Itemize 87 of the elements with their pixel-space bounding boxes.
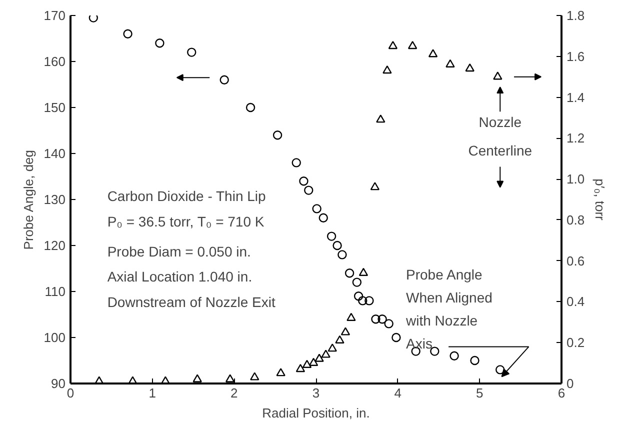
- y2-tick-label: 0.4: [566, 294, 585, 310]
- y2-tick-label: 0: [566, 376, 574, 391]
- point: [470, 356, 480, 366]
- point: [338, 250, 347, 260]
- x-tick-label: 4: [394, 386, 402, 400]
- point: [187, 48, 196, 57]
- point: [314, 354, 324, 362]
- point: [292, 158, 301, 168]
- point: [88, 16, 98, 22]
- y2-tick-label: 0.6: [566, 253, 585, 268]
- point: [318, 213, 328, 222]
- annotation: P₀ = 36.5 torr, T₀ = 710 K: [107, 213, 265, 230]
- point: [250, 372, 260, 380]
- point: [192, 374, 202, 382]
- y2-tick-label: 1.6: [566, 48, 585, 64]
- annotation: Nozzle Centerline: [468, 114, 532, 159]
- point: [302, 360, 312, 368]
- y2-tick-label: 1.4: [566, 90, 585, 105]
- point: [358, 268, 368, 276]
- x-tick-label: 1: [148, 386, 156, 400]
- point: [332, 240, 342, 250]
- y-tick-label: 120: [44, 238, 66, 253]
- point: [123, 29, 132, 38]
- point: [378, 314, 387, 324]
- point: [376, 114, 386, 123]
- x-tick-label: 6: [558, 386, 566, 400]
- point: [430, 346, 440, 356]
- point: [382, 65, 392, 74]
- x-tick-label: 5: [476, 386, 484, 400]
- point: [299, 176, 308, 186]
- y2-tick-label: 1.8: [566, 8, 585, 23]
- annotation: Probe Angle When Aligned with Nozzle Axis: [405, 266, 492, 352]
- point: [392, 332, 401, 342]
- y-axis-title: Probe Angle, deg: [20, 150, 36, 250]
- point: [225, 374, 235, 382]
- y-tick-label: 150: [44, 100, 66, 115]
- point: [465, 63, 474, 72]
- x-tick-label: 2: [230, 386, 238, 400]
- annotation: Carbon Dioxide - Thin Lip: [107, 188, 266, 204]
- point: [358, 296, 368, 306]
- point: [246, 102, 256, 112]
- point: [321, 350, 330, 358]
- point: [370, 182, 380, 190]
- x-axis-title: Radial Position, in.: [262, 406, 370, 420]
- point: [326, 232, 336, 241]
- point: [364, 296, 374, 306]
- point: [371, 314, 380, 324]
- point: [388, 40, 398, 50]
- point: [446, 59, 455, 68]
- point: [296, 364, 306, 372]
- y-tick-label: 110: [44, 284, 66, 299]
- x-tick-label: 0: [66, 386, 74, 400]
- point: [304, 186, 314, 195]
- y2-tick-label: 1.2: [566, 130, 585, 146]
- point: [428, 49, 438, 58]
- point: [220, 75, 229, 84]
- point: [450, 351, 459, 360]
- point: [328, 344, 337, 352]
- point: [493, 72, 502, 80]
- point: [354, 292, 364, 301]
- y-tick-label: 170: [44, 8, 66, 23]
- y2-axis-title: p′₀, torr: [592, 178, 608, 222]
- point: [276, 368, 286, 376]
- y2-tick-label: 1.0: [566, 172, 585, 187]
- annotation: Probe Diam = 0.050 in.: [107, 243, 251, 260]
- point: [344, 268, 354, 278]
- y2-tick-label: 0.8: [566, 212, 585, 228]
- y2-tick-label: 0.2: [566, 335, 585, 350]
- annotation: Axial Location 1.040 in.: [107, 268, 252, 285]
- point: [340, 327, 350, 336]
- point: [346, 312, 356, 321]
- y-tick-label: 140: [44, 146, 66, 161]
- point: [408, 40, 418, 50]
- x-tick-label: 3: [312, 386, 320, 400]
- point: [272, 130, 282, 140]
- point: [308, 358, 318, 366]
- point: [384, 319, 394, 328]
- y-tick-label: 100: [44, 330, 66, 345]
- point: [312, 204, 322, 214]
- point: [155, 38, 164, 48]
- y-tick-label: 160: [44, 54, 66, 69]
- y-tick-label: 130: [44, 192, 66, 207]
- point: [352, 278, 362, 287]
- y-tick-label: 90: [51, 376, 66, 391]
- point: [335, 335, 344, 344]
- annotation: Downstream of Nozzle Exit: [107, 294, 276, 310]
- point: [496, 365, 505, 374]
